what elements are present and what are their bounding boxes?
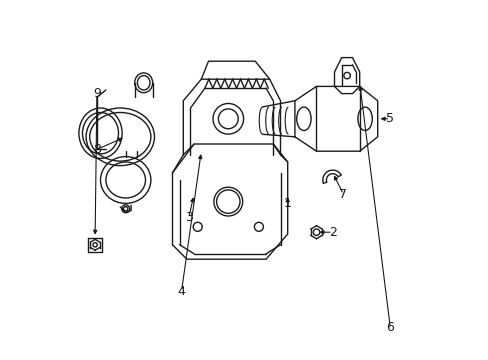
Text: 7: 7 xyxy=(339,188,347,201)
Text: 2: 2 xyxy=(328,226,336,239)
Text: 6: 6 xyxy=(386,321,393,334)
Text: 5: 5 xyxy=(386,112,393,125)
Text: 4: 4 xyxy=(177,285,185,298)
Text: 3: 3 xyxy=(184,211,192,224)
Text: 8: 8 xyxy=(93,143,101,156)
Text: 1: 1 xyxy=(283,197,291,210)
Text: 9: 9 xyxy=(93,87,101,100)
